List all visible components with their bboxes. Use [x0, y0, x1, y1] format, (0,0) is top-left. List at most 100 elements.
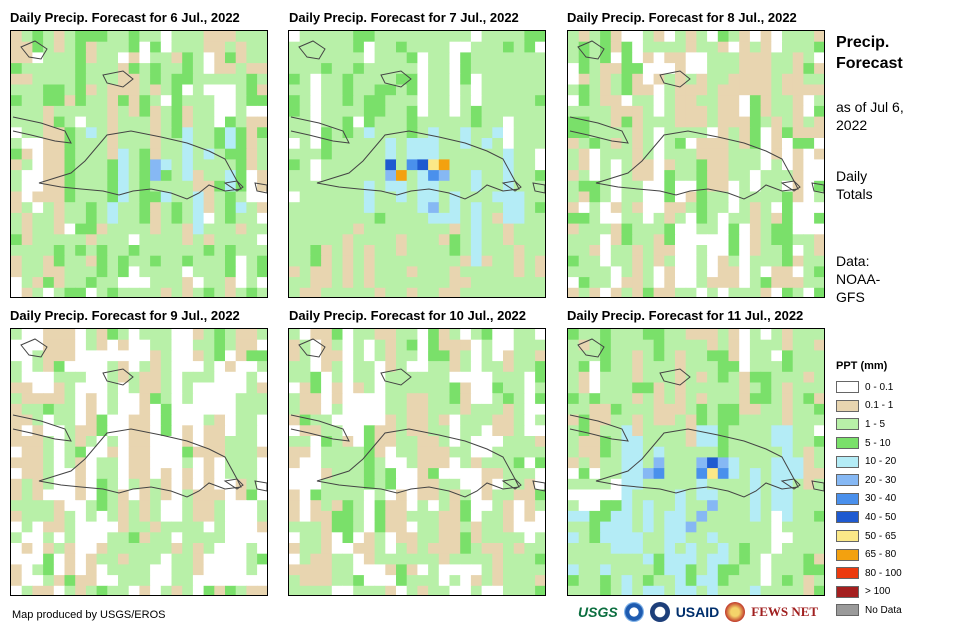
- precip-cell: [203, 532, 215, 544]
- coastline: [254, 182, 267, 194]
- precip-cell: [139, 478, 151, 490]
- precip-cell: [385, 287, 397, 297]
- precip-cell: [160, 63, 172, 75]
- precip-cell: [782, 84, 794, 96]
- precip-cell: [139, 521, 151, 533]
- precip-cell: [632, 414, 644, 426]
- usgs-logo: USGS: [578, 604, 618, 620]
- precip-cell: [363, 393, 376, 405]
- precip-cell: [535, 564, 545, 576]
- precip-cell: [470, 73, 483, 85]
- precip-cell: [717, 329, 729, 341]
- precip-cell: [363, 521, 376, 533]
- precip-cell: [118, 339, 130, 351]
- precip-cell: [160, 245, 172, 257]
- precip-cell: [428, 575, 440, 587]
- precip-cell: [470, 361, 483, 373]
- precip-cell: [470, 521, 483, 533]
- precip-cell: [321, 478, 333, 490]
- precip-cell: [600, 170, 612, 182]
- precip-cell: [406, 329, 418, 341]
- precip-cell: [11, 371, 23, 383]
- precip-cell: [310, 457, 322, 469]
- precip-cell: [396, 170, 408, 182]
- precip-cell: [75, 500, 87, 512]
- precip-cell: [707, 116, 719, 128]
- precip-cell: [803, 436, 815, 448]
- precip-cell: [128, 202, 140, 214]
- precip-cell: [524, 148, 536, 160]
- precip-cell: [192, 585, 205, 595]
- precip-cell: [11, 31, 23, 43]
- precip-cell: [85, 287, 98, 297]
- precip-cell: [160, 457, 172, 469]
- precip-cell: [299, 478, 311, 490]
- precip-cell: [470, 532, 483, 544]
- precip-cell: [470, 500, 483, 512]
- precip-cell: [814, 510, 824, 523]
- precip-cell: [331, 277, 343, 289]
- precip-cell: [182, 478, 194, 490]
- precip-cell: [717, 500, 729, 512]
- precip-cell: [257, 575, 267, 587]
- precip-cell: [664, 202, 676, 214]
- precip-cell: [675, 329, 687, 341]
- precip-cell: [150, 339, 162, 351]
- precip-cell: [524, 52, 536, 64]
- precip-cell: [310, 436, 322, 448]
- precip-cell: [503, 436, 515, 448]
- precip-cell: [257, 403, 267, 416]
- precip-cell: [32, 31, 44, 43]
- precip-cell: [653, 202, 665, 214]
- precip-cell: [535, 436, 545, 448]
- precip-cell: [32, 105, 44, 118]
- precip-cell: [331, 350, 343, 362]
- precip-cell: [771, 212, 783, 225]
- precip-cell: [160, 180, 172, 192]
- precip-cell: [118, 425, 130, 437]
- precip-cell: [32, 180, 44, 192]
- precip-cell: [760, 371, 772, 383]
- precip-cell: [632, 371, 644, 383]
- precip-cell: [353, 202, 365, 214]
- precip-cell: [374, 138, 386, 150]
- precip-cell: [460, 73, 472, 85]
- precip-cell: [675, 255, 687, 267]
- precip-cell: [739, 212, 751, 225]
- precip-cell: [578, 266, 590, 278]
- precip-cell: [792, 287, 804, 297]
- precip-cell: [578, 127, 590, 139]
- precip-cell: [396, 350, 408, 362]
- precip-cell: [675, 245, 687, 257]
- precip-cell: [524, 457, 536, 469]
- precip-cell: [203, 329, 215, 341]
- precip-cell: [225, 403, 237, 416]
- precip-cell: [621, 127, 633, 139]
- precip-cell: [535, 277, 545, 289]
- precip-cell: [803, 212, 815, 225]
- precip-cell: [653, 116, 665, 128]
- precip-cell: [664, 52, 676, 64]
- precip-cell: [739, 543, 751, 555]
- precip-cell: [406, 489, 418, 501]
- precip-cell: [396, 202, 408, 214]
- precip-cell: [503, 84, 515, 96]
- precip-cell: [406, 148, 418, 160]
- precip-cell: [814, 414, 824, 426]
- precip-cell: [107, 414, 119, 426]
- precip-cell: [696, 489, 708, 501]
- precip-cell: [342, 543, 354, 555]
- precip-cell: [139, 170, 151, 182]
- precip-cell: [385, 138, 397, 150]
- coastline: [12, 116, 72, 144]
- precip-cell: [310, 361, 322, 373]
- legend-label: 50 - 65: [865, 530, 897, 542]
- precip-cell: [171, 489, 183, 501]
- precip-cell: [685, 425, 697, 437]
- precip-cell: [632, 403, 644, 416]
- precip-cell: [385, 63, 397, 75]
- precip-cell: [85, 95, 98, 107]
- precip-cell: [449, 138, 461, 150]
- precip-cell: [803, 191, 815, 203]
- precip-cell: [353, 191, 365, 203]
